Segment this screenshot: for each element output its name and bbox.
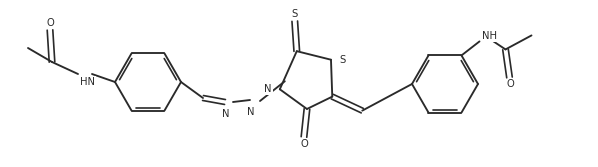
Text: N: N xyxy=(264,84,272,94)
Text: O: O xyxy=(300,139,308,149)
Text: O: O xyxy=(46,18,54,28)
Text: O: O xyxy=(507,79,514,89)
Text: NH: NH xyxy=(483,31,498,41)
Text: N: N xyxy=(247,107,255,117)
Text: S: S xyxy=(339,55,345,65)
Text: N: N xyxy=(222,109,230,119)
Text: S: S xyxy=(292,9,298,19)
Text: HN: HN xyxy=(80,77,95,87)
